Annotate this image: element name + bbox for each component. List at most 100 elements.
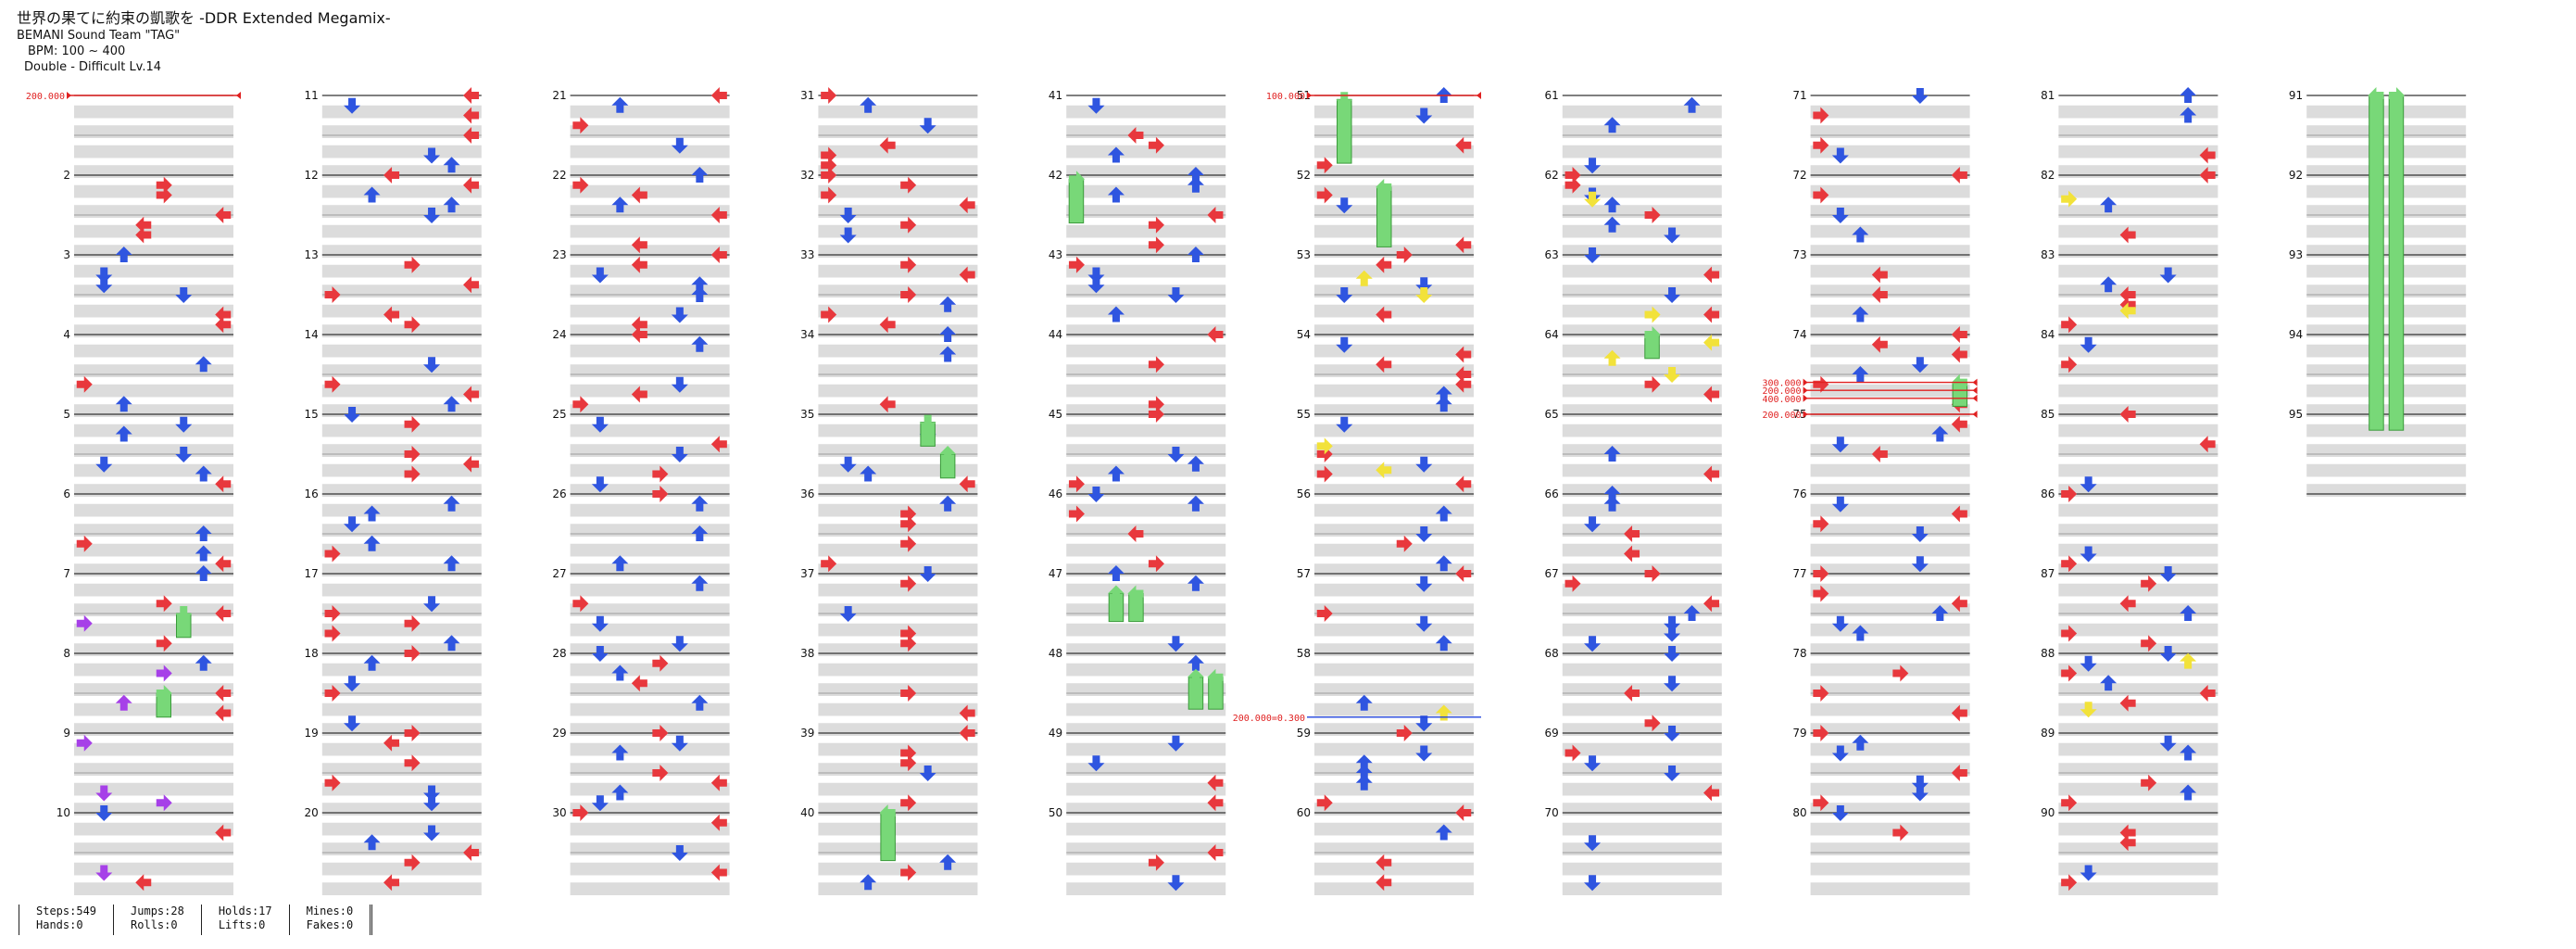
beat-band [1810,424,1970,437]
beat-band [1810,603,1970,616]
step-arrow [572,595,589,613]
beat-band [1314,205,1474,218]
beat-band [321,125,482,138]
beat-band [818,364,978,377]
bpm-change-label: 400.000 [1762,395,1801,405]
step-arrow [95,865,113,881]
measure-number: 33 [800,248,814,261]
measure-number: 54 [1297,328,1311,341]
step-arrow [652,486,669,502]
step-arrow [1644,207,1661,223]
measure-number: 27 [552,567,566,580]
step-arrow [1336,287,1353,303]
step-arrow [344,676,361,692]
step-arrow [215,605,232,622]
step-arrow [1316,186,1333,204]
beat-band [1066,463,1226,477]
beat-band [2058,503,2218,517]
step-arrow [1455,136,1472,154]
beat-band [818,344,978,358]
beat-band [74,105,233,119]
beat-band [570,503,730,517]
beat-band [2058,822,2218,836]
step-arrow [1951,346,1967,363]
beat-band [2306,364,2467,377]
step-arrow [900,286,917,303]
measure-number: 15 [305,408,319,421]
beat-band [1562,842,1722,855]
step-arrow [1931,605,1949,621]
beat-band [818,384,978,398]
step-arrow [2199,146,2216,164]
beat-band [1562,524,1722,537]
step-arrow [363,186,381,203]
beat-band [2058,763,2218,776]
beat-band [2058,524,2218,537]
step-arrow [1664,227,1681,244]
beat-band [2058,723,2218,736]
step-arrow [1603,196,1621,213]
beat-band [1066,623,1226,637]
beat-band [818,224,978,238]
beat-band [74,324,233,337]
step-arrow [363,505,381,522]
beat-band [321,862,482,876]
measure-number: 70 [1545,806,1559,819]
beat-band [74,603,233,616]
beat-band [321,364,482,377]
step-arrow [671,735,688,752]
beat-band [74,285,233,297]
offbeat-arrow [1316,437,1333,455]
beat-band [818,285,978,297]
step-arrow [175,416,193,433]
step-arrow [2061,555,2078,573]
step-arrow [1207,326,1224,343]
beat-band [1810,702,1970,716]
beat-band [2058,145,2218,158]
rolls-count: Rolls:0 [131,918,178,931]
step-arrow [691,335,709,352]
step-arrow [1415,715,1433,732]
step-arrow [1187,455,1204,472]
beat-band [1066,543,1226,557]
song-artist: BEMANI Sound Team "TAG" [17,29,181,43]
measure-number: 18 [305,647,319,660]
step-arrow [423,147,441,164]
step-arrow [1813,515,1829,533]
beat-band [1810,105,1970,119]
beat-band [570,663,730,677]
beat-band [321,264,482,278]
beat-band [321,742,482,756]
beat-band [818,205,978,218]
beat-band [1314,304,1474,318]
bpm-marker-left [1803,386,1808,395]
beat-band [2306,245,2467,258]
hold-head-arrow [939,446,957,462]
beat-band [1314,822,1474,836]
beat-band [1562,623,1722,637]
step-arrow [1852,625,1869,641]
chart-header: 世界の果てに約束の凱歌を -DDR Extended Megamix- BEMA… [17,9,391,75]
step-arrow [1396,247,1413,263]
measure-number: 83 [2041,248,2055,261]
beat-band [2058,463,2218,477]
beat-band [74,125,233,138]
step-arrow [1703,306,1720,323]
beat-band [1066,822,1226,836]
step-arrow [2141,774,2157,791]
step-arrow [1664,287,1681,303]
step-arrow [2080,865,2097,881]
beat-band [1066,424,1226,437]
step-arrow [1107,146,1125,163]
step-arrow [1831,805,1849,821]
step-arrow [1852,734,1869,751]
step-arrow [135,216,152,234]
step-arrow [591,476,609,493]
beat-band [321,444,482,457]
measure-number: 4 [63,328,70,341]
step-arrow [1435,505,1452,522]
step-arrow [1207,774,1224,791]
step-arrow [671,845,688,861]
beat-band [818,742,978,756]
beat-band [818,882,978,895]
